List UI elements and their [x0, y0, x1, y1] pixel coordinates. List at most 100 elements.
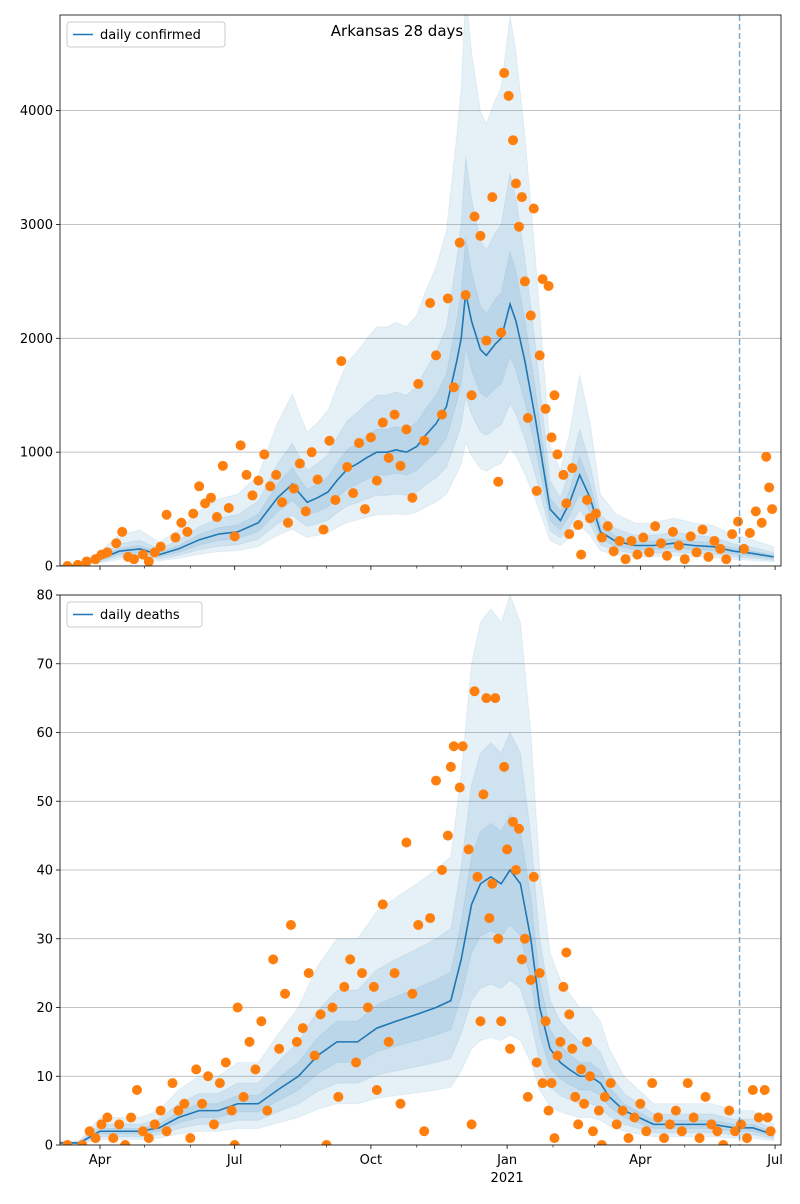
data-point [546, 1078, 557, 1089]
data-point [744, 527, 755, 538]
y-tick-label: 60 [36, 726, 53, 741]
data-point [469, 211, 480, 222]
data-point [395, 1098, 406, 1109]
data-point [582, 494, 593, 505]
data-point [345, 954, 356, 965]
data-point [348, 488, 359, 499]
data-point [493, 476, 504, 487]
data-point [395, 460, 406, 471]
data-point [552, 1050, 563, 1061]
data-point [389, 968, 400, 979]
data-point [644, 547, 655, 558]
data-point [327, 1002, 338, 1013]
data-point [475, 1016, 486, 1027]
data-point [605, 1078, 616, 1089]
y-tick-label: 70 [36, 657, 53, 672]
data-point [546, 432, 557, 443]
data-point [143, 556, 154, 566]
data-point [534, 968, 545, 979]
data-point [617, 1105, 628, 1116]
data-point [599, 1091, 610, 1102]
data-point [522, 1091, 533, 1102]
data-point [487, 878, 498, 889]
data-point [543, 1105, 554, 1116]
data-point [475, 230, 486, 241]
data-point [297, 1023, 308, 1034]
data-point [413, 378, 424, 389]
data-point [510, 178, 521, 189]
data-point [191, 1064, 202, 1075]
data-point [528, 871, 539, 882]
x-tick-label: Jul [226, 1153, 243, 1168]
data-point [431, 775, 442, 786]
data-point [664, 1119, 675, 1130]
data-point [442, 830, 453, 841]
data-point [306, 447, 317, 458]
data-point [496, 1016, 507, 1027]
data-point [226, 1105, 237, 1116]
data-point [496, 327, 507, 338]
y-tick-label: 10 [36, 1070, 53, 1085]
data-point [629, 1112, 640, 1123]
data-point [552, 449, 563, 460]
x-tick-label: Apr [629, 1153, 652, 1168]
data-point [442, 293, 453, 304]
data-point [259, 449, 270, 460]
data-point [516, 954, 527, 965]
data-point [576, 549, 587, 560]
data-point [149, 1119, 160, 1130]
data-point [573, 1119, 584, 1130]
data-point [508, 135, 519, 146]
data-point [558, 981, 569, 992]
data-point [126, 1112, 137, 1123]
data-point [673, 540, 684, 551]
x-tick-label: Jul [766, 1153, 783, 1168]
data-point [570, 1091, 581, 1102]
data-point [62, 561, 73, 566]
data-point [481, 693, 492, 704]
data-point [528, 203, 539, 214]
data-point [525, 975, 536, 985]
data-point [241, 469, 252, 480]
data-point [271, 469, 282, 480]
data-point [691, 547, 702, 558]
y-tick-label: 20 [36, 1001, 53, 1016]
data-point [250, 1064, 261, 1075]
data-point [137, 1126, 148, 1137]
data-point [659, 1133, 670, 1144]
data-point [188, 508, 199, 519]
data-point [540, 403, 551, 414]
data-point [419, 1126, 430, 1137]
data-point [508, 816, 519, 827]
data-point [516, 192, 527, 203]
data-point [401, 837, 412, 848]
data-point [626, 535, 637, 546]
data-point [567, 463, 578, 474]
model-line [60, 292, 774, 566]
data-point [102, 1112, 113, 1123]
data-point [513, 823, 524, 834]
data-point [736, 1119, 747, 1130]
data-point [747, 1085, 758, 1095]
y-tick-label: 1000 [20, 446, 53, 461]
data-point [203, 1071, 214, 1082]
data-point [155, 541, 166, 552]
data-point [389, 409, 400, 420]
data-point [522, 413, 533, 424]
data-point [531, 1057, 542, 1068]
data-point [503, 90, 514, 101]
data-point [493, 933, 504, 944]
data-point [291, 1036, 302, 1047]
data-point [288, 483, 299, 494]
data-point [383, 452, 394, 463]
data-point [667, 526, 678, 537]
data-point [635, 1098, 646, 1109]
data-point [730, 1126, 741, 1137]
data-point [108, 1133, 119, 1144]
data-point [354, 438, 365, 449]
data-point [576, 1064, 587, 1075]
data-point [543, 280, 554, 291]
data-point [478, 789, 489, 800]
uncertainty-band [60, 15, 775, 566]
